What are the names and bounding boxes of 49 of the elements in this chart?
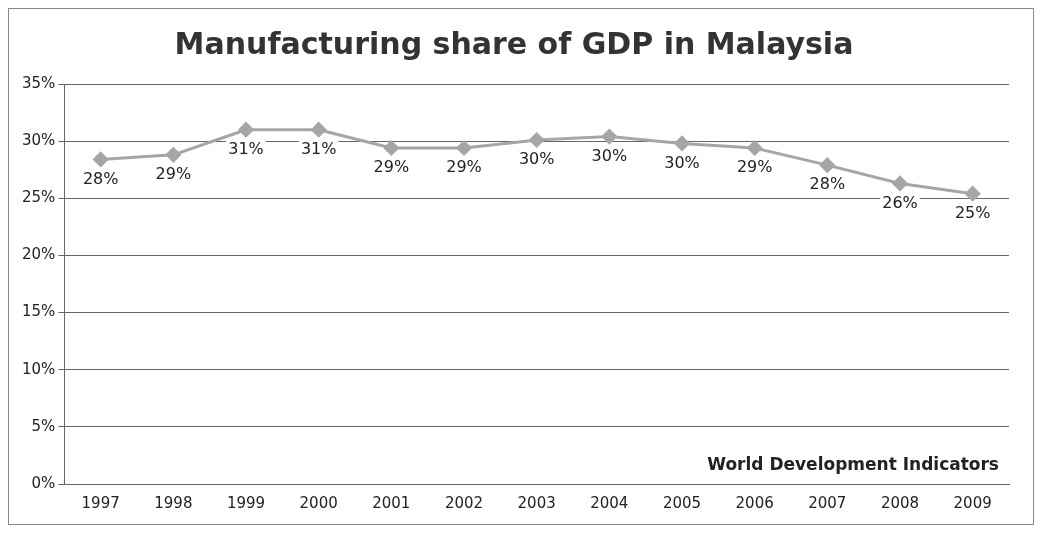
data-label: 30% (518, 149, 555, 169)
point (601, 129, 617, 145)
y-tick-label: 5% (31, 416, 56, 435)
point (747, 140, 763, 156)
point (965, 186, 981, 202)
x-tick-label: 1997 (81, 493, 120, 512)
x-tick-label: 2002 (444, 493, 484, 512)
y-tick-label: 15% (22, 302, 56, 321)
point (165, 147, 181, 163)
point (238, 122, 254, 138)
data-label: 29% (155, 164, 192, 184)
x-tick-label: 2000 (299, 493, 338, 512)
y-tick-label: 10% (22, 359, 56, 378)
point (93, 151, 109, 167)
data-label: 25% (954, 202, 991, 222)
x-tick-label: 2006 (735, 493, 774, 512)
y-tick-label: 35% (22, 73, 56, 92)
point (819, 157, 835, 173)
data-label: 29% (446, 157, 482, 177)
y-tick-label: 25% (22, 188, 56, 207)
point (383, 140, 399, 156)
data-label: 28% (82, 168, 119, 188)
x-tick-label: 2003 (517, 493, 556, 512)
data-label: 29% (736, 157, 773, 177)
annotation: World Development Indicators (707, 453, 999, 474)
y-tick-label: 30% (22, 131, 56, 150)
x-tick-label: 2005 (662, 493, 702, 512)
data-label: 26% (882, 192, 918, 212)
x-tick-label: 2009 (953, 493, 992, 512)
data-label: 31% (228, 138, 264, 158)
x-tick-label: 2001 (372, 493, 411, 512)
data-label: 28% (809, 174, 846, 194)
x-tick-label: 1999 (226, 493, 266, 512)
x-tick-label: 2004 (590, 493, 629, 512)
chart-title: Manufacturing share of GDP in Malaysia (174, 25, 854, 61)
point (456, 140, 472, 156)
point (311, 122, 327, 138)
data-label: 31% (300, 138, 337, 158)
data-label: 30% (664, 152, 700, 172)
point (892, 175, 908, 191)
point (674, 135, 690, 151)
point (529, 132, 545, 148)
x-tick-label: 2007 (808, 493, 847, 512)
x-tick-label: 2008 (880, 493, 920, 512)
y-tick-label: 0% (31, 473, 56, 492)
data-label: 29% (373, 157, 410, 177)
y-tick-label: 20% (22, 245, 56, 264)
data-label: 30% (591, 145, 628, 165)
x-tick-label: 1998 (154, 493, 193, 512)
